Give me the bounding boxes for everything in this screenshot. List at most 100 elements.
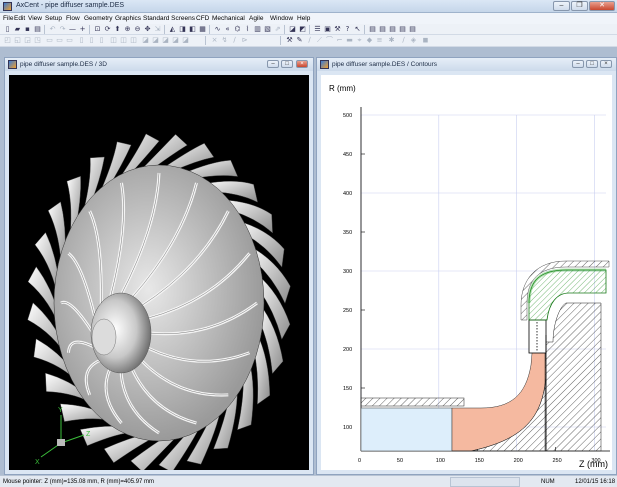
window-contours-close-button[interactable]: ×: [600, 60, 612, 68]
tool-y-icon[interactable]: ∕: [308, 36, 311, 44]
viewport-3d[interactable]: Y Z X: [9, 75, 309, 470]
tool-aj-icon[interactable]: ◼: [422, 36, 429, 44]
menu-standard-screens[interactable]: Standard Screens: [143, 15, 196, 22]
tool-ad-icon[interactable]: ⌖: [357, 36, 362, 44]
window-3d-close-button[interactable]: ×: [296, 60, 308, 68]
tool-f-icon[interactable]: ▭: [56, 36, 63, 44]
tool-v-icon[interactable]: ⊳: [241, 36, 248, 44]
save-icon[interactable]: ▪: [25, 25, 30, 33]
tool-g-icon[interactable]: ▭: [66, 36, 73, 44]
tool-w-icon[interactable]: ⚒: [286, 36, 293, 44]
tool-s-icon[interactable]: ×: [211, 36, 218, 44]
screen-3-icon[interactable]: ▤: [389, 25, 396, 33]
context-help-icon[interactable]: ↖: [354, 25, 361, 33]
window-3d-minimize-button[interactable]: –: [267, 60, 279, 68]
tool-aa-icon[interactable]: ⌒: [326, 36, 333, 44]
list-icon[interactable]: ☰: [314, 25, 321, 33]
pan-icon[interactable]: ✥: [144, 25, 151, 33]
tool-t-icon[interactable]: ↯: [221, 36, 228, 44]
window-3d[interactable]: pipe diffuser sample.DES / 3D – □ ×: [4, 57, 314, 475]
flow-icon[interactable]: ⌬: [234, 25, 241, 33]
meridional-icon[interactable]: ◨: [179, 25, 186, 33]
tool-n-icon[interactable]: ◪: [142, 36, 149, 44]
tool-i-icon[interactable]: ▯: [89, 36, 94, 44]
window-contours[interactable]: pipe diffuser sample.DES / Contours – □ …: [316, 57, 617, 475]
print-icon[interactable]: ▤: [34, 25, 41, 33]
grid-icon[interactable]: ▦: [199, 25, 206, 33]
window-contours-titlebar[interactable]: pipe diffuser sample.DES / Contours – □ …: [317, 58, 616, 71]
tool-a-icon[interactable]: ◰: [4, 36, 11, 44]
tool-k-icon[interactable]: ◫: [110, 36, 117, 44]
redo-icon[interactable]: ↷: [59, 25, 66, 33]
tool-z-icon[interactable]: ⟋: [317, 36, 322, 44]
close-button[interactable]: ✕: [589, 1, 615, 11]
menu-agile[interactable]: Agile: [249, 15, 264, 22]
tool-d-icon[interactable]: ◳: [34, 36, 41, 44]
tool-ae-icon[interactable]: ◆: [366, 36, 373, 44]
calc-icon[interactable]: ▣: [324, 25, 331, 33]
line-icon[interactable]: —: [69, 25, 76, 33]
tool-l-icon[interactable]: ◫: [120, 36, 127, 44]
menu-setup[interactable]: Setup: [45, 15, 62, 22]
zoom-window-icon[interactable]: ⊡: [94, 25, 101, 33]
menu-geometry[interactable]: Geometry: [84, 15, 113, 22]
minimize-button[interactable]: –: [553, 1, 570, 11]
tool-q-icon[interactable]: ◪: [172, 36, 179, 44]
tool-u-icon[interactable]: ∕: [233, 36, 236, 44]
tools-icon[interactable]: ⚒: [334, 25, 341, 33]
menu-help[interactable]: Help: [297, 15, 311, 22]
menu-graphics[interactable]: Graphics: [115, 15, 142, 22]
help-icon[interactable]: ?: [345, 25, 350, 33]
design-icon[interactable]: ◩: [299, 25, 306, 33]
screen-4-icon[interactable]: ▤: [399, 25, 406, 33]
tool-ab-icon[interactable]: ⌐: [336, 36, 343, 44]
window-contours-minimize-button[interactable]: –: [572, 60, 584, 68]
screen-5-icon[interactable]: ▤: [409, 25, 416, 33]
tool-p-icon[interactable]: ◪: [162, 36, 169, 44]
menu-window[interactable]: Window: [270, 15, 294, 22]
fit-view-icon[interactable]: ⬆: [114, 25, 121, 33]
window-3d-maximize-button[interactable]: □: [281, 60, 293, 68]
tool-o-icon[interactable]: ◪: [152, 36, 159, 44]
blade-edit-icon[interactable]: ⌇: [245, 25, 250, 33]
zoom-out-icon[interactable]: ⊖: [134, 25, 141, 33]
tool-r-icon[interactable]: ◪: [182, 36, 189, 44]
curve-icon[interactable]: ∿: [214, 25, 221, 33]
tool-m-icon[interactable]: ◫: [130, 36, 137, 44]
shaded-view-icon[interactable]: ◭: [169, 25, 176, 33]
menu-mechanical[interactable]: Mechanical: [212, 15, 245, 22]
zoom-in-icon[interactable]: ⊕: [124, 25, 131, 33]
tool-ah-icon[interactable]: ∕: [402, 36, 405, 44]
blade-icon[interactable]: ◧: [189, 25, 196, 33]
open-folder-icon[interactable]: ▰: [14, 25, 21, 33]
tool-b-icon[interactable]: ◱: [14, 36, 21, 44]
restore-button[interactable]: ❐: [571, 1, 588, 11]
rotate-icon[interactable]: ⟳: [104, 25, 111, 33]
menu-cfd[interactable]: CFD: [196, 15, 210, 22]
measure-icon[interactable]: ⇲: [154, 25, 161, 33]
tool-c-icon[interactable]: ◲: [24, 36, 31, 44]
tool-ag-icon[interactable]: ✱: [388, 36, 395, 44]
screen-2-icon[interactable]: ▤: [379, 25, 386, 33]
tool-ac-icon[interactable]: ▬: [346, 36, 353, 44]
menu-file[interactable]: File: [3, 15, 14, 22]
menu-flow[interactable]: Flow: [66, 15, 80, 22]
menu-view[interactable]: View: [28, 15, 42, 22]
screen-1-icon[interactable]: ▤: [369, 25, 376, 33]
add-point-icon[interactable]: +: [79, 25, 86, 33]
tool-af-icon[interactable]: ≡: [376, 36, 383, 44]
tool-ai-icon[interactable]: ◈: [410, 36, 417, 44]
tool-j-icon[interactable]: ▯: [99, 36, 104, 44]
tool-h-icon[interactable]: ▯: [79, 36, 84, 44]
window-contours-maximize-button[interactable]: □: [586, 60, 598, 68]
chart-icon[interactable]: ◪: [289, 25, 296, 33]
loss-icon[interactable]: «: [225, 25, 230, 33]
new-file-icon[interactable]: ▯: [5, 25, 10, 33]
meridional-contours-plot[interactable]: R (mm) Z (mm) 500 450 400 350 300 250 20…: [321, 75, 612, 470]
report-icon[interactable]: ▧: [264, 25, 271, 33]
tool-x-icon[interactable]: ✎: [296, 36, 303, 44]
window-3d-titlebar[interactable]: pipe diffuser sample.DES / 3D – □ ×: [5, 58, 313, 71]
undo-icon[interactable]: ↶: [49, 25, 56, 33]
tool-e-icon[interactable]: ▭: [46, 36, 53, 44]
menu-edit[interactable]: Edit: [14, 15, 26, 22]
